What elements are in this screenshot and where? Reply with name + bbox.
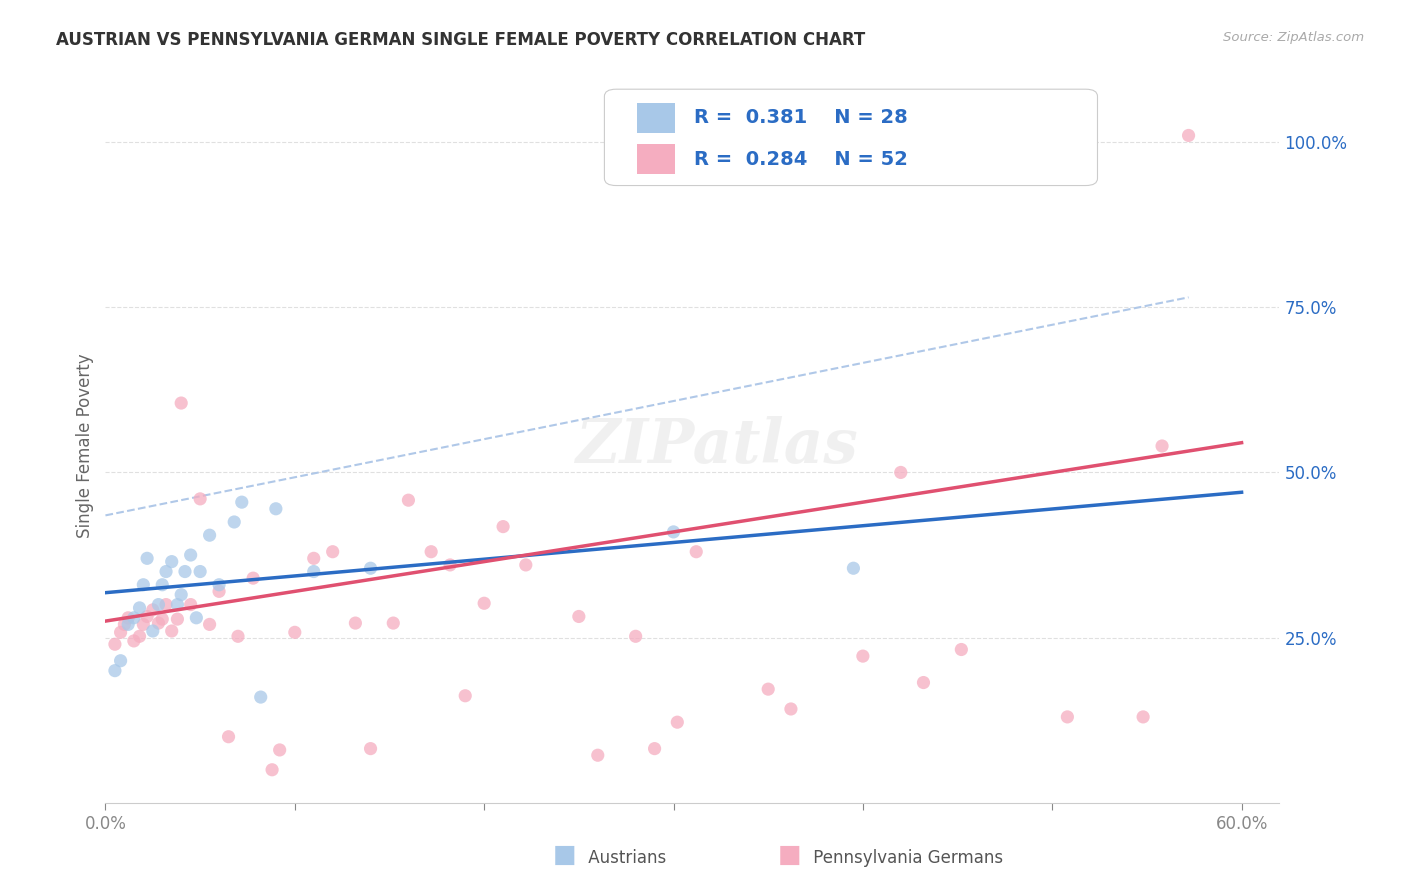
Point: [117, 611, 139, 625]
Point: [150, 612, 173, 626]
Text: Austrians: Austrians: [583, 849, 666, 867]
Point: [1177, 128, 1199, 143]
Point: [186, 611, 208, 625]
Point: [439, 558, 461, 572]
Point: [842, 561, 865, 575]
Point: [174, 565, 197, 579]
Text: AUSTRIAN VS PENNSYLVANIA GERMAN SINGLE FEMALE POVERTY CORRELATION CHART: AUSTRIAN VS PENNSYLVANIA GERMAN SINGLE F…: [56, 31, 866, 49]
Point: [624, 629, 647, 643]
Point: [104, 637, 127, 651]
Point: [454, 689, 477, 703]
FancyBboxPatch shape: [605, 89, 1098, 186]
Point: [180, 548, 202, 562]
Point: [112, 617, 135, 632]
Point: [1132, 710, 1154, 724]
Point: [344, 616, 367, 631]
Point: [208, 578, 231, 592]
Point: [912, 675, 935, 690]
Point: [122, 611, 145, 625]
Point: [208, 584, 231, 599]
Point: [420, 545, 443, 559]
Point: [198, 617, 221, 632]
Point: [224, 515, 246, 529]
Point: [284, 625, 307, 640]
Bar: [637, 145, 675, 174]
Point: [122, 634, 145, 648]
Point: [160, 555, 183, 569]
Point: [136, 551, 159, 566]
Bar: [637, 103, 675, 133]
Point: [148, 598, 170, 612]
Point: [155, 565, 177, 579]
Point: [382, 616, 405, 631]
Point: [110, 654, 132, 668]
Point: [136, 609, 159, 624]
Point: [128, 629, 150, 643]
Point: [218, 730, 240, 744]
Point: [231, 495, 253, 509]
Text: Pennsylvania Germans: Pennsylvania Germans: [808, 849, 1004, 867]
Point: [142, 603, 165, 617]
Point: [142, 624, 165, 638]
Point: [396, 493, 419, 508]
Point: [360, 561, 382, 575]
Point: [269, 743, 291, 757]
Point: [132, 617, 155, 632]
Point: [515, 558, 537, 572]
Point: [360, 741, 382, 756]
Point: [756, 682, 779, 697]
Point: [852, 649, 875, 664]
Point: [662, 524, 685, 539]
Point: [160, 624, 183, 638]
Point: [150, 578, 173, 592]
Point: [644, 741, 666, 756]
Point: [302, 565, 325, 579]
Text: ■: ■: [778, 843, 801, 867]
Point: [568, 609, 591, 624]
Text: Source: ZipAtlas.com: Source: ZipAtlas.com: [1223, 31, 1364, 45]
Text: ■: ■: [553, 843, 576, 867]
Point: [188, 565, 211, 579]
Point: [472, 596, 495, 610]
Point: [166, 612, 188, 626]
Point: [170, 396, 193, 410]
Point: [1150, 439, 1173, 453]
Point: [1056, 710, 1078, 724]
Point: [198, 528, 221, 542]
Point: [890, 466, 912, 480]
Point: [302, 551, 325, 566]
Point: [492, 519, 515, 533]
Point: [780, 702, 803, 716]
Point: [180, 598, 202, 612]
Point: [264, 501, 287, 516]
Point: [322, 545, 344, 559]
Text: R =  0.284    N = 52: R = 0.284 N = 52: [693, 150, 907, 169]
Point: [262, 763, 284, 777]
Point: [950, 642, 973, 657]
Point: [685, 545, 707, 559]
Point: [104, 664, 127, 678]
Point: [155, 598, 177, 612]
Y-axis label: Single Female Poverty: Single Female Poverty: [76, 354, 94, 538]
Point: [249, 690, 271, 704]
Point: [242, 571, 264, 585]
Point: [148, 616, 170, 631]
Point: [128, 600, 150, 615]
Text: ZIPatlas: ZIPatlas: [575, 416, 858, 476]
Point: [586, 748, 609, 763]
Point: [117, 617, 139, 632]
Point: [188, 491, 211, 506]
Point: [132, 578, 155, 592]
Point: [170, 588, 193, 602]
Point: [110, 625, 132, 640]
Point: [166, 598, 188, 612]
Text: R =  0.381    N = 28: R = 0.381 N = 28: [693, 108, 907, 128]
Point: [226, 629, 249, 643]
Point: [666, 715, 689, 730]
